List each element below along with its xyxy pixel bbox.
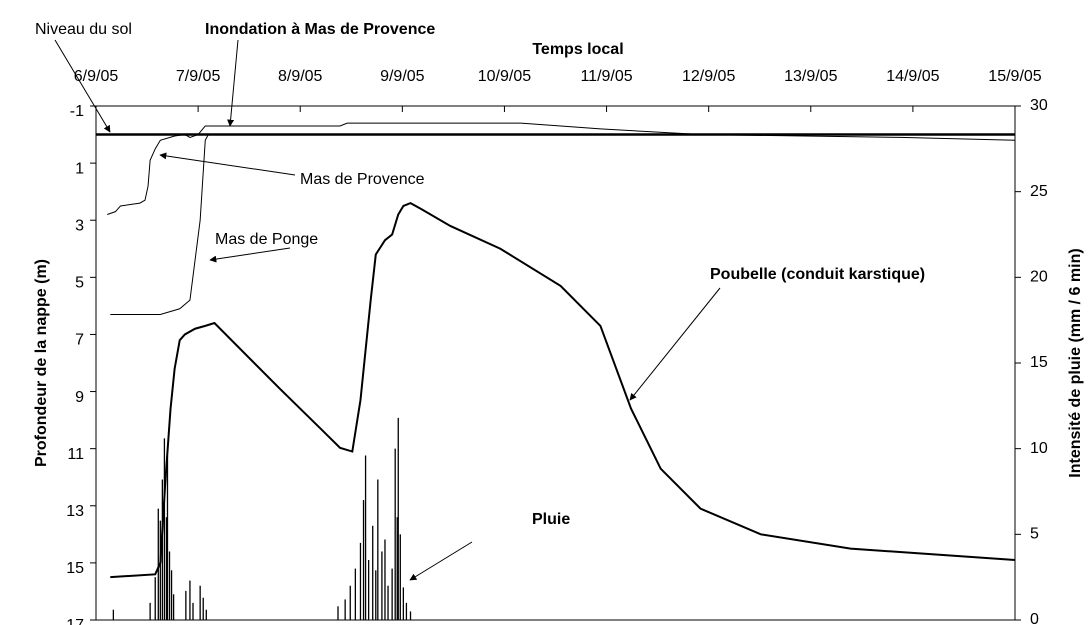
line	[107, 122, 1016, 215]
annotation-arrow	[227, 39, 239, 127]
y2-tick-label: 30	[1030, 97, 1048, 114]
x-tick-label: 12/9/05	[682, 68, 735, 85]
x-tick-label: 10/9/05	[478, 68, 531, 85]
x-tick-label: 6/9/05	[74, 68, 119, 85]
label-arrow	[159, 152, 296, 176]
line	[110, 201, 1016, 579]
series-label: Niveau du sol	[35, 21, 132, 38]
x-tick-label: 8/9/05	[278, 68, 323, 85]
y2-tick-label: 20	[1030, 269, 1048, 286]
y2-tick-label: 10	[1030, 440, 1048, 457]
y2-tick-label: 5	[1030, 526, 1039, 543]
x-tick-label: 14/9/05	[886, 68, 939, 85]
series-label: Poubelle (conduit karstique)	[710, 266, 925, 283]
annotation: Inondation à Mas de Provence	[205, 21, 435, 38]
y-tick-label: -1	[70, 103, 84, 120]
y2-axis-title: Intensité de pluie (mm / 6 min)	[1067, 248, 1084, 477]
y-tick-label: 3	[75, 217, 84, 234]
x-tick-label: 11/9/05	[580, 68, 632, 85]
y-tick-label: 1	[75, 160, 84, 177]
y-tick-label: 17	[66, 617, 84, 625]
y-tick-label: 15	[66, 560, 84, 577]
label-arrow	[54, 39, 111, 133]
y-tick-label: 5	[75, 275, 84, 292]
label-arrow	[629, 287, 721, 401]
label-arrow	[409, 541, 473, 581]
line	[110, 134, 1015, 315]
x-axis-title: Temps local	[532, 41, 623, 58]
x-tick-label: 13/9/05	[784, 68, 837, 85]
series-label: Pluie	[532, 511, 570, 528]
y2-tick-label: 0	[1030, 611, 1039, 625]
label-arrow	[209, 247, 291, 263]
series-label: Mas de Provence	[300, 171, 425, 188]
y2-tick-label: 15	[1030, 354, 1048, 371]
y-tick-label: 13	[66, 503, 84, 520]
y-axis-title: Profondeur de la nappe (m)	[33, 259, 50, 467]
x-tick-label: 9/9/05	[380, 68, 425, 85]
x-tick-label: 15/9/05	[988, 68, 1041, 85]
y-tick-label: 11	[67, 446, 84, 463]
x-tick-label: 7/9/05	[176, 68, 221, 85]
series-label: Mas de Ponge	[215, 231, 318, 248]
y-tick-label: 9	[75, 389, 84, 406]
y2-tick-label: 25	[1030, 183, 1048, 200]
y-tick-label: 7	[75, 332, 84, 349]
